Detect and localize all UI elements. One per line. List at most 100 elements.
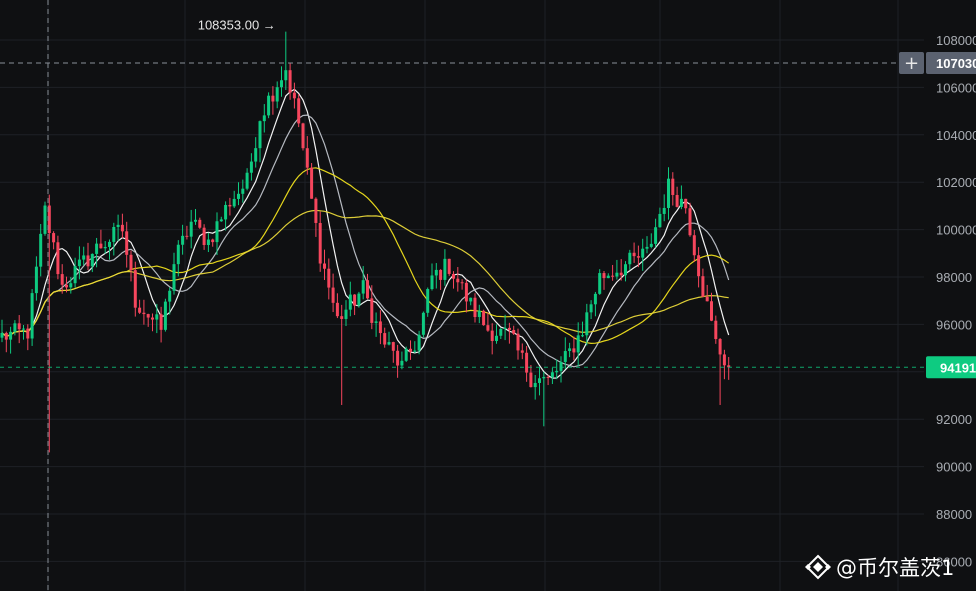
candle <box>421 311 425 338</box>
candle <box>288 62 292 100</box>
candle <box>516 328 520 360</box>
candle <box>654 218 658 248</box>
candle <box>722 349 726 380</box>
candle <box>163 298 167 332</box>
candle <box>39 223 43 277</box>
candle <box>69 277 73 294</box>
candle <box>443 249 447 286</box>
candle <box>224 201 228 231</box>
crosshair-price-badge: +107030 <box>899 51 976 74</box>
candle <box>314 197 318 237</box>
candle <box>56 235 60 280</box>
candle <box>533 374 537 400</box>
candle <box>318 211 322 272</box>
candle <box>697 247 701 288</box>
candle <box>241 179 245 203</box>
candle <box>568 342 572 358</box>
candle <box>297 94 301 128</box>
candle <box>675 186 679 208</box>
candle <box>624 261 627 282</box>
last-price-badge: 94191 <box>926 356 976 379</box>
candle <box>482 309 486 326</box>
y-tick-label: 96000 <box>936 317 972 332</box>
candle <box>305 136 309 175</box>
candle <box>133 261 137 317</box>
price-axis <box>924 0 976 591</box>
candle <box>194 208 197 225</box>
candle <box>396 344 400 378</box>
candle <box>47 194 51 453</box>
add-alert-button[interactable]: + <box>899 51 924 74</box>
candle <box>202 224 206 250</box>
candle <box>662 194 666 222</box>
candle <box>176 240 180 277</box>
candle <box>43 201 47 236</box>
candle <box>413 341 417 353</box>
candle <box>572 336 576 361</box>
candle <box>499 328 503 339</box>
plus-icon: + <box>904 53 919 74</box>
candle <box>426 287 430 317</box>
y-tick-label: 92000 <box>936 412 972 427</box>
y-tick-label: 102000 <box>936 175 976 190</box>
candle <box>387 331 391 346</box>
candle <box>65 276 68 293</box>
candle <box>542 371 546 427</box>
candle <box>593 291 597 317</box>
y-tick-label: 88000 <box>936 507 972 522</box>
candle <box>460 279 464 290</box>
ma-line-7 <box>1 88 730 379</box>
candle <box>271 86 275 115</box>
candle <box>284 31 288 90</box>
candle <box>473 293 477 323</box>
y-tick-label: 104000 <box>936 128 976 143</box>
candle <box>469 297 473 306</box>
candle <box>22 325 25 340</box>
candle <box>598 269 602 295</box>
candle <box>714 315 718 344</box>
candle <box>555 359 559 380</box>
candle <box>718 338 722 405</box>
candle <box>710 292 713 322</box>
candle <box>0 319 4 343</box>
candle <box>125 221 129 268</box>
candle <box>129 250 133 282</box>
candle <box>636 245 640 268</box>
candle <box>280 66 283 97</box>
candle <box>310 163 314 199</box>
candle <box>546 374 550 386</box>
y-tick-label: 106000 <box>936 80 976 95</box>
candle <box>116 214 120 242</box>
candle <box>211 238 215 247</box>
candle <box>254 137 258 168</box>
candle <box>538 367 541 396</box>
candle <box>563 337 567 369</box>
candle <box>327 258 331 300</box>
watermark-text: @币尔盖茨1 <box>836 556 954 580</box>
candle <box>30 289 34 346</box>
candle <box>159 306 163 343</box>
candle <box>667 167 670 220</box>
candle <box>344 300 348 327</box>
candle <box>103 241 107 254</box>
candle <box>185 225 189 240</box>
candle <box>641 238 645 271</box>
candle <box>649 233 653 249</box>
candle <box>632 242 636 263</box>
candle <box>430 263 434 291</box>
candle <box>628 249 632 270</box>
candle <box>34 256 38 301</box>
y-tick-label: 100000 <box>936 223 976 238</box>
candle <box>77 246 81 280</box>
high-price-label: 108353.00 → <box>198 18 276 33</box>
candle <box>245 168 249 191</box>
candle <box>671 172 675 206</box>
candle <box>206 232 210 253</box>
candle <box>456 267 460 292</box>
candle <box>507 322 511 344</box>
candle <box>417 330 421 355</box>
candle <box>512 325 516 335</box>
candle <box>576 322 580 367</box>
